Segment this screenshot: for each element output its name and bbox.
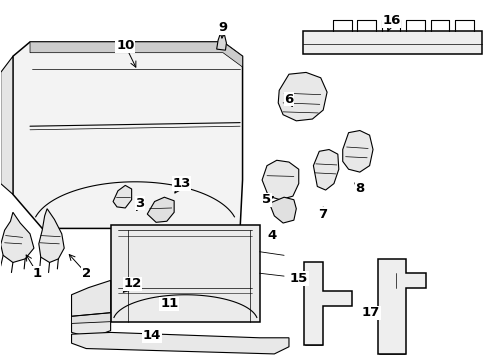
Text: 10: 10 <box>116 39 134 52</box>
Polygon shape <box>72 280 111 338</box>
Text: 8: 8 <box>355 183 365 195</box>
Polygon shape <box>0 56 13 194</box>
Text: 7: 7 <box>318 208 328 221</box>
Polygon shape <box>30 42 243 67</box>
Polygon shape <box>111 225 260 321</box>
Polygon shape <box>303 31 482 54</box>
Text: 11: 11 <box>160 297 178 310</box>
Text: 5: 5 <box>263 193 271 206</box>
Polygon shape <box>378 259 426 354</box>
Text: 12: 12 <box>123 278 142 291</box>
Polygon shape <box>113 185 132 208</box>
Polygon shape <box>314 149 339 190</box>
Text: 9: 9 <box>219 21 227 34</box>
Text: 4: 4 <box>267 229 276 242</box>
Text: 15: 15 <box>290 272 308 285</box>
Text: 6: 6 <box>284 93 294 106</box>
Text: 17: 17 <box>362 306 380 319</box>
Text: 14: 14 <box>143 329 161 342</box>
Polygon shape <box>39 209 64 262</box>
Polygon shape <box>270 197 296 223</box>
Polygon shape <box>72 332 289 354</box>
Polygon shape <box>304 262 352 345</box>
Polygon shape <box>262 160 299 200</box>
Text: 2: 2 <box>82 267 91 280</box>
Polygon shape <box>278 72 327 121</box>
Polygon shape <box>147 197 174 222</box>
Polygon shape <box>217 33 226 50</box>
Polygon shape <box>0 212 34 262</box>
Polygon shape <box>13 42 243 228</box>
Polygon shape <box>343 131 373 172</box>
Text: 3: 3 <box>135 197 145 210</box>
Polygon shape <box>72 313 111 323</box>
Text: 16: 16 <box>382 14 401 27</box>
Text: 13: 13 <box>172 177 191 190</box>
Text: 1: 1 <box>33 267 42 280</box>
